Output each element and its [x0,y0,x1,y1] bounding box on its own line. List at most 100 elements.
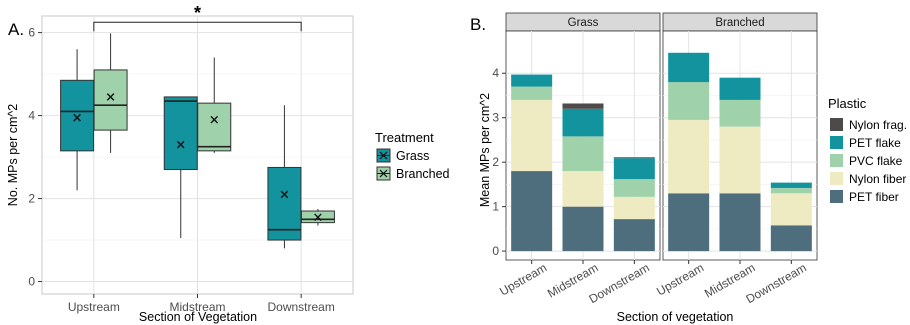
bar-segment-pvc-flake [719,99,761,127]
legend-item-nylon-fiber: Nylon fiber [830,172,906,186]
legend-key [830,118,843,131]
y-tick-label: 2 [492,155,499,169]
legend-key-mean [379,151,388,160]
legend-item-branched: Branched [376,166,450,181]
legend-item-pet-fiber: PET fiber [830,190,899,204]
y-tick-label: 2 [28,192,35,206]
box-grass-downstream [267,105,302,249]
mean-marker-stroke [106,93,115,101]
mean-marker-stroke [314,213,322,222]
legend-key-mean [379,169,388,178]
y-tick-label: 0 [28,275,35,289]
mean-marker [210,115,219,124]
bar-segment-pet-fiber [613,219,655,252]
bar-segment-pet-fiber [719,193,761,252]
mean-marker [280,190,289,199]
bar-segment-nylon-frag [562,103,604,109]
legend-label-pet-flake: PET flake [849,136,901,150]
facet-strip-label: Grass [568,17,599,29]
legend-key [830,154,843,167]
bar-segment-pet-flake [770,182,812,188]
box-branched-downstream [300,208,335,226]
mean-marker [314,213,322,222]
y-tick-label: 3 [492,111,499,125]
significance-bracket-line [93,21,302,32]
bar-segment-pet-fiber [562,206,604,252]
panel-a: A. 0 2 4 6 Upstream Midstream Downstream * Se… [6,3,450,324]
mean-marker-stroke [176,140,185,149]
legend-item-pvc-flake: PVC flake [830,154,903,168]
box-iqr [267,166,302,241]
legend-label-pet-fiber: PET fiber [849,190,899,204]
x-tick-label-upstream: Upstream [497,260,549,298]
panel-a-legend: Treatment Grass Branched [375,130,450,181]
x-tick-label-midstream: Midstream [169,300,225,314]
y-tick-label: 0 [492,244,499,258]
legend-key [830,172,843,185]
box-iqr [163,96,198,171]
legend-label-grass: Grass [396,149,429,163]
mean-marker [106,93,115,101]
panel-b-y-axis: 0 1 2 3 4 [492,66,506,258]
mean-marker-stroke [73,113,81,122]
stacked-bar-grass-midstream [562,103,604,252]
legend-label-branched: Branched [396,167,450,181]
x-tick-label-upstream: Upstream [654,260,706,298]
bar-segment-nylon-fiber [613,196,655,220]
legend-key [830,136,843,149]
legend-item-nylon-frag: Nylon frag. [830,118,907,132]
panel-b-legend: Plastic Nylon frag. PET flake PVC flake Nyl… [828,96,907,204]
panel-a-y-axis-title: No. MPs per cm^2 [6,104,20,206]
y-tick-label: 4 [28,109,35,123]
panel-a-y-axis: 0 2 4 6 [28,26,42,289]
y-tick-label: 4 [492,66,499,80]
bar-segment-pet-flake [511,74,553,87]
bar-segment-pvc-flake [562,136,604,172]
bar-segment-pet-flake [613,158,655,180]
bar-segment-pet-fiber [770,225,812,252]
bar-segment-pvc-flake [770,187,812,194]
bar-segment-nylon-frag [613,157,655,159]
legend-item-pet-flake: PET flake [830,136,901,150]
box-grass-upstream [60,49,95,191]
legend-label-nylon-frag: Nylon frag. [849,118,907,132]
panel-b-x-axis-title: Section of vegetation [617,310,734,324]
bar-segment-nylon-fiber [511,99,553,172]
bar-segment-pvc-flake [511,86,553,100]
box-iqr [93,69,128,131]
bar-segment-pvc-flake [668,82,710,120]
stacked-bar-branched-midstream [719,77,761,252]
bar-segment-nylon-fiber [562,171,604,207]
legend-key [830,190,843,203]
y-tick-label: 1 [492,200,499,214]
bar-segment-pvc-flake [613,179,655,197]
panel-b: B. GrassUpstreamMidstreamDownstreamBranc… [470,12,907,324]
y-tick-label: 6 [28,26,35,40]
panel-a-x-axis: Upstream Midstream Downstream [68,294,335,314]
panel-a-legend-title: Treatment [375,130,434,145]
stacked-bar-branched-downstream [770,182,812,252]
panel-a-label: A. [8,20,24,39]
bar-segment-pet-fiber [511,171,553,252]
bar-segment-pet-fiber [668,193,710,252]
box-branched-upstream [93,33,128,153]
panel-a-significance-bracket: * [93,3,302,32]
x-tick-label-downstream: Downstream [267,300,334,314]
mean-marker [176,140,185,149]
panel-b-legend-title: Plastic [828,96,867,111]
facet-strip-label: Branched [715,17,764,29]
bar-segment-pet-flake [562,108,604,137]
box-grass-midstream [163,96,198,238]
significance-asterisk: * [194,3,201,23]
mean-marker-stroke [210,115,219,124]
legend-item-grass: Grass [376,148,429,163]
panel-b-y-axis-title: Mean MPs per cm^2 [478,93,492,207]
x-tick-label-upstream: Upstream [68,300,120,314]
panel-b-label: B. [470,15,486,34]
box-iqr [197,102,232,152]
panel-b-facets: GrassUpstreamMidstreamDownstreamBranched… [497,12,818,306]
bar-segment-nylon-fiber [668,119,710,194]
